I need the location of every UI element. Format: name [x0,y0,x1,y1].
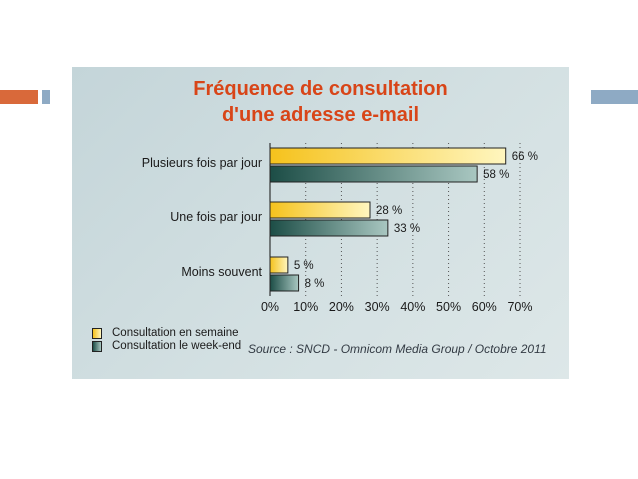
legend-item-semaine: Consultation en semaine [92,327,241,340]
legend-swatch-weekend [92,341,102,352]
x-tick-label: 0% [261,300,279,314]
data-label: 5 % [294,260,314,272]
legend-swatch-semaine [92,328,102,339]
chart-title-line-2: d'une adresse e-mail [221,104,420,126]
x-tick-label: 70% [507,300,532,314]
x-tick-label: 30% [365,300,390,314]
data-label: 8 % [305,278,325,290]
accent-bar-blue-left [42,90,50,104]
category-label: Moins souvent [181,265,262,279]
accent-bar-blue-right [591,90,638,104]
legend-label-weekend: Consultation le week-end [112,340,242,352]
x-tick-label: 50% [436,300,461,314]
data-label: 28 % [376,205,402,217]
legend-label-semaine: Consultation en semaine [112,327,239,339]
bar [269,201,371,219]
data-label: 66 % [512,151,538,163]
x-tick-label: 60% [472,300,497,314]
source-note: Source : SNCD - Omnicom Media Group / Oc… [248,342,547,356]
chart-title: Fréquence de consultation d'une adresse … [72,76,569,128]
bar [269,256,289,274]
bar [269,274,300,292]
legend: Consultation en semaine Consultation le … [92,327,241,353]
chart-title-line-1: Fréquence de consultation [193,78,448,100]
x-tick-label: 40% [400,300,425,314]
category-label: Une fois par jour [170,210,262,224]
data-label: 58 % [483,169,509,181]
legend-item-weekend: Consultation le week-end [92,340,241,353]
bar [269,165,478,183]
bar [269,147,507,165]
bar [269,219,389,237]
x-tick-label: 20% [329,300,354,314]
accent-bar-orange [0,90,38,104]
data-label: 33 % [394,223,420,235]
category-label: Plusieurs fois par jour [142,156,262,170]
x-tick-label: 10% [293,300,318,314]
